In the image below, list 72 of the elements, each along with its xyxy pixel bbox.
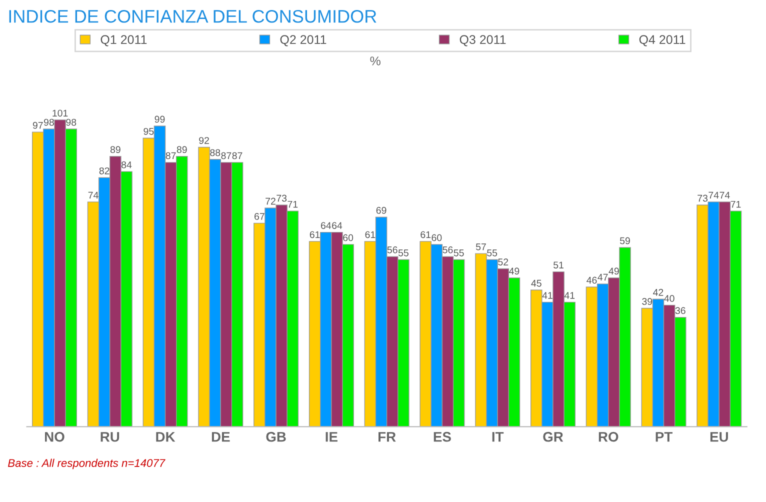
data-label: 51 <box>554 262 564 268</box>
data-label: 46 <box>586 276 597 284</box>
data-label: 52 <box>498 258 508 266</box>
data-label: 71 <box>730 200 741 208</box>
data-label: 88 <box>210 149 220 156</box>
legend-label: Q4 2011 <box>639 35 686 46</box>
data-label: 82 <box>99 167 110 174</box>
data-label: 98 <box>44 118 54 126</box>
data-label: 74 <box>88 192 98 199</box>
data-label: 87 <box>166 152 176 160</box>
data-label: 74 <box>720 192 730 199</box>
data-label: 95 <box>144 128 154 135</box>
data-label: 97 <box>32 122 43 129</box>
data-label: 49 <box>509 268 520 275</box>
data-label: 55 <box>487 250 498 256</box>
x-tick-label: PT <box>656 432 672 442</box>
data-label: 39 <box>642 298 652 305</box>
data-label: 49 <box>608 268 619 275</box>
data-label: 72 <box>266 198 276 205</box>
chart-subtitle: % <box>370 56 380 66</box>
x-tick-label: IE <box>326 432 338 442</box>
x-tick-label: NO <box>45 432 64 442</box>
data-label: 60 <box>432 234 442 242</box>
data-label: 67 <box>254 213 264 220</box>
data-label: 42 <box>653 288 664 296</box>
data-label: 64 <box>332 222 342 229</box>
data-label: 99 <box>154 116 165 123</box>
data-label: 41 <box>542 292 552 299</box>
data-label: 57 <box>476 243 486 250</box>
x-tick-label: ES <box>434 432 451 442</box>
data-label: 61 <box>310 231 320 238</box>
data-label: 61 <box>420 231 431 238</box>
data-label: 73 <box>276 194 287 202</box>
data-label: 87 <box>221 152 232 160</box>
x-tick-label: IT <box>492 432 504 442</box>
data-label: 64 <box>320 222 332 229</box>
x-tick-label: DE <box>212 432 230 442</box>
data-label: 71 <box>288 200 298 208</box>
data-label: 87 <box>232 152 242 160</box>
x-tick-label: EU <box>710 432 728 442</box>
x-tick-label: GR <box>543 432 564 442</box>
data-label: 84 <box>122 161 132 168</box>
data-label: 98 <box>66 118 76 126</box>
data-label: 45 <box>531 280 542 287</box>
x-tick-label: RU <box>100 432 120 442</box>
data-label: 73 <box>698 194 708 202</box>
data-label: 55 <box>454 250 464 256</box>
data-label: 101 <box>52 110 68 117</box>
data-label: 56 <box>387 246 398 254</box>
data-label: 47 <box>598 274 608 281</box>
x-tick-label: GB <box>266 432 286 442</box>
data-label: 55 <box>398 250 408 256</box>
data-label: 89 <box>176 146 187 154</box>
data-label: 74 <box>708 192 719 199</box>
data-label: 36 <box>675 307 686 314</box>
data-label: 41 <box>564 292 575 299</box>
data-label: 61 <box>365 231 376 238</box>
x-tick-label: FR <box>378 432 396 442</box>
data-label: 69 <box>376 206 386 214</box>
chart-title: INDICE DE CONFIANZA DEL CONSUMIDOR <box>9 10 376 23</box>
x-tick-label: RO <box>598 432 618 442</box>
data-label: 56 <box>442 246 453 254</box>
data-label: 60 <box>343 234 354 242</box>
data-label: 40 <box>664 295 674 302</box>
data-label: 59 <box>620 237 630 244</box>
legend-label: Q3 2011 <box>460 35 506 46</box>
x-tick-label: DK <box>156 432 176 442</box>
data-label: 92 <box>199 137 209 144</box>
legend-label: Q2 2011 <box>280 35 326 46</box>
text: Base : All respondents n=14077 <box>8 458 166 470</box>
legend-label: Q1 2011 <box>100 35 147 46</box>
data-label: 89 <box>110 146 120 154</box>
